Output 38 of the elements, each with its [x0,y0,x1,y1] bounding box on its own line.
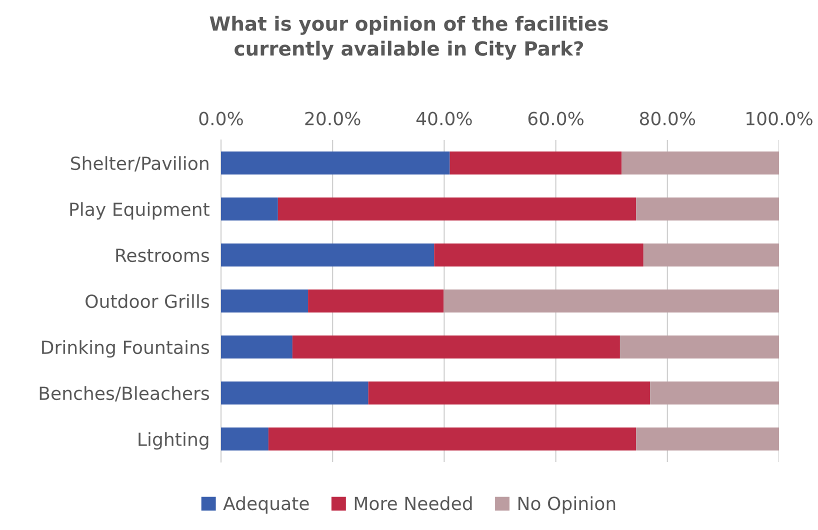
bar [650,382,779,404]
bar [221,290,308,312]
y-tick-label: Outdoor Grills [86,294,210,308]
bar [308,290,444,312]
x-tick-label: 100.0% [746,112,812,126]
y-tick-label: Lighting [138,432,208,450]
bar [622,152,779,174]
bar [636,198,779,220]
legend-label: Adequate [223,496,309,514]
x-tick-label: 20.0% [305,112,360,126]
bar [636,428,779,450]
y-tick-label: Restrooms [116,248,210,262]
y-tick-label: Shelter/Pavilion [70,156,208,172]
legend-label: No Opinion [518,496,616,514]
bar [620,336,779,358]
bar [221,382,368,404]
bar [221,244,434,266]
bar [221,152,450,174]
x-tick-label: 40.0% [416,112,472,126]
bar [221,198,278,220]
bar [292,336,620,358]
x-tick-label: 0.0% [199,112,243,126]
bar [434,244,644,266]
legend-label: More Needed [354,496,472,510]
x-tick-label: 60.0% [528,112,584,126]
x-tick-label: 80.0% [640,112,696,126]
bar [450,152,622,174]
bar [221,428,268,450]
y-tick-label: Drinking Fountains [42,340,210,358]
bar [643,244,779,266]
chart-title: What is your opinion of the facilities currently available in City Park? [210,16,608,60]
bar [278,198,636,220]
bar [368,382,650,404]
y-tick-label: Play Equipment [70,202,210,220]
y-tick-label: Benches/Bleachers [40,386,210,402]
bar [221,336,292,358]
bar [444,290,779,312]
bar [268,428,636,450]
